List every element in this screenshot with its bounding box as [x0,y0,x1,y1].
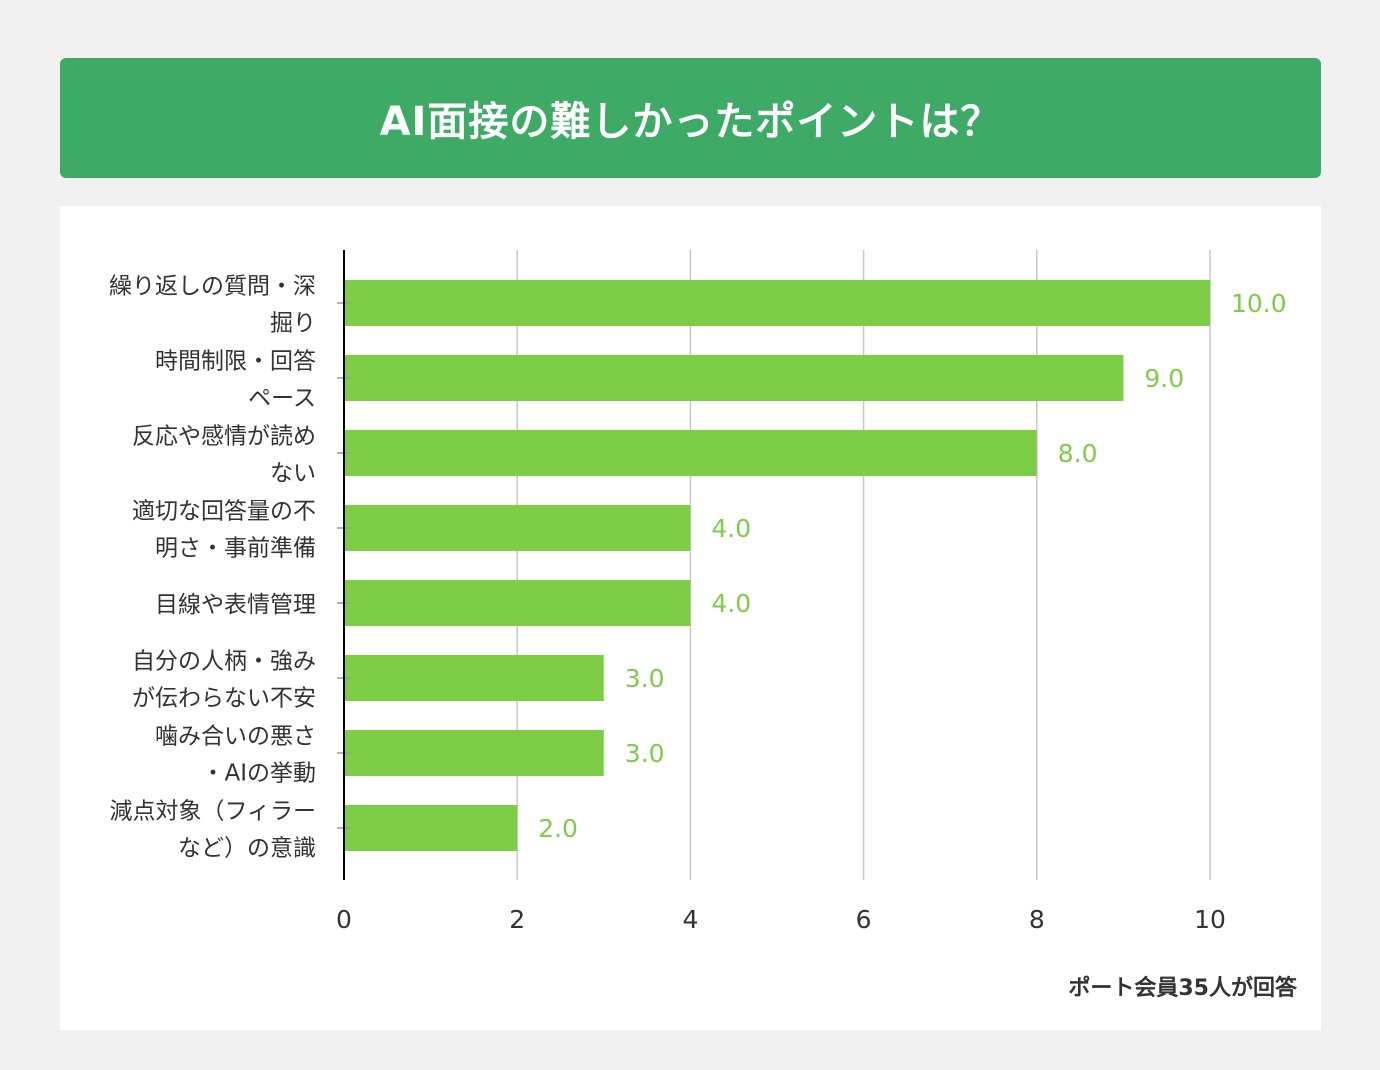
data-label: 3.0 [625,664,665,693]
chart-panel: 10.0 繰り返しの質問・深掘り 9.0 時間制限・回答ペース 8.0 反応や感情が読めな… [60,206,1321,1030]
page-title: AI面接の難しかったポイントは？ [379,99,1002,145]
title-banner: AI面接の難しかったポイントは？ [60,58,1321,178]
category-label: 自分の人柄・強み [132,649,316,675]
bar [344,505,691,551]
bar [344,280,1210,326]
category-label: 目線や表情管理 [155,592,316,618]
bar [344,805,518,851]
category-label: 反応や感情が読め [132,424,316,450]
category-label: 明さ・事前準備 [155,536,316,562]
data-label: 2.0 [538,814,578,843]
bar [344,580,691,626]
x-tick-label: 6 [856,905,872,934]
category-label: など）の意識 [178,836,316,862]
bar [344,655,604,701]
x-tick-label: 8 [1029,905,1045,934]
bar [344,430,1037,476]
category-label: ・AIの挙動 [201,761,316,787]
x-tick-label: 10 [1194,905,1226,934]
category-label: 減点対象（フィラー [109,799,316,825]
x-tick-label: 4 [682,905,698,934]
category-label: 適切な回答量の不 [132,499,316,525]
category-label: が伝わらない不安 [132,686,316,712]
bar [344,355,1124,401]
respondent-note: ポート会員35人が回答 [1068,976,1297,1001]
category-label: ない [270,461,316,487]
data-label: 9.0 [1144,364,1184,393]
category-label: 噛み合いの悪さ [155,724,316,750]
data-label: 4.0 [711,514,751,543]
data-label: 8.0 [1058,439,1098,468]
data-label: 10.0 [1231,289,1287,318]
category-label: 繰り返しの質問・深 [109,274,316,300]
bar [344,730,604,776]
category-label: 掘り [270,311,316,337]
category-label: ペース [248,386,316,412]
category-label: 時間制限・回答 [155,349,316,375]
data-label: 4.0 [711,589,751,618]
x-tick-label: 0 [336,905,352,934]
x-tick-label: 2 [509,905,525,934]
data-label: 3.0 [625,739,665,768]
